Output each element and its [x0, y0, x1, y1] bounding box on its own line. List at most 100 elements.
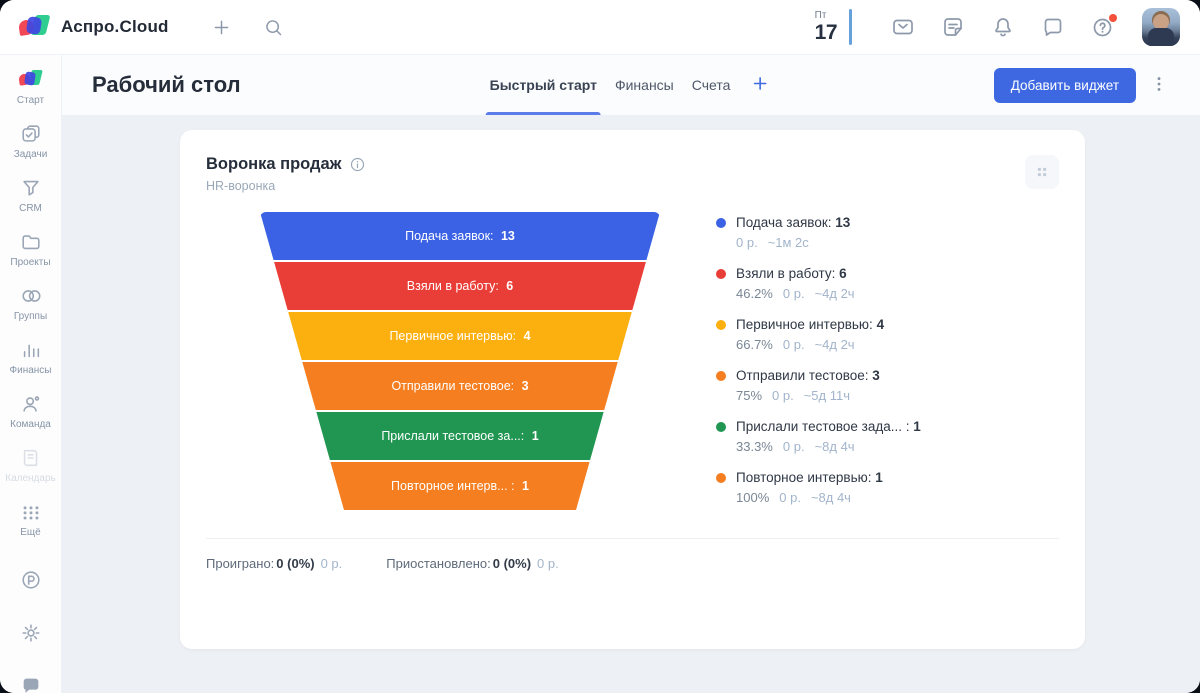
- legend-conversion: 33.3%: [736, 439, 773, 454]
- sidebar-item-crm[interactable]: CRM: [0, 176, 61, 214]
- stat-value: 0 (0%): [492, 556, 532, 571]
- legend-item-6: Повторное интервью: 1 100% 0 р. ~8д 4ч: [716, 469, 921, 507]
- legend-duration: ~4д 2ч: [814, 286, 855, 301]
- calendar-date[interactable]: Пт 17: [814, 11, 838, 44]
- info-button[interactable]: [349, 156, 366, 173]
- groups-icon: [19, 284, 42, 307]
- legend-dot-icon: [716, 320, 726, 330]
- page-header: Рабочий стол Быстрый старт Финансы Счета Д…: [62, 55, 1200, 115]
- stat-money: 0 р.: [320, 556, 343, 571]
- stat-label: Проиграно:: [206, 556, 275, 571]
- sidebar-item-label: Группы: [13, 311, 48, 322]
- help-button[interactable]: [1091, 14, 1117, 39]
- brand[interactable]: Аспро.Cloud: [18, 14, 169, 41]
- legend-conversion: 66.7%: [736, 337, 773, 352]
- legend-money: 0 р.: [779, 490, 801, 505]
- info-icon: [351, 157, 365, 172]
- kebab-icon: [1157, 76, 1161, 91]
- projects-icon: [19, 230, 42, 253]
- funnel-segment-label: Отправили тестовое: 3: [391, 379, 529, 393]
- sidebar-item-label: CRM: [19, 203, 42, 214]
- sidebar-item-calendar[interactable]: Календарь: [0, 446, 61, 484]
- messages-button[interactable]: [1041, 15, 1065, 39]
- legend-label: Отправили тестовое: 3: [736, 368, 880, 383]
- sidebar-item-finance[interactable]: Финансы: [0, 338, 61, 376]
- funnel-segment-label: Первичное интервью: 4: [389, 329, 531, 343]
- bell-icon: [995, 18, 1011, 37]
- legend-label: Повторное интервью: 1: [736, 470, 883, 485]
- legend-duration: ~8д 4ч: [810, 490, 851, 505]
- funnel-segment-4[interactable]: Отправили тестовое: 3: [260, 362, 660, 410]
- sidebar-item-label: Календарь: [5, 473, 56, 484]
- notification-dot: [1109, 14, 1117, 22]
- tab-2[interactable]: Финансы: [614, 77, 674, 93]
- legend-dot-icon: [716, 218, 726, 228]
- sales-funnel-widget: Воронка продаж HR-воронка Под: [180, 130, 1085, 649]
- add-widget-button[interactable]: Добавить виджет: [993, 67, 1136, 103]
- sidebar-item-settings[interactable]: [0, 621, 61, 644]
- mail-icon: [893, 19, 913, 35]
- funnel-segment-1[interactable]: Подача заявок: 13: [260, 212, 660, 260]
- drag-grid-icon: [1037, 167, 1047, 177]
- legend-dot-icon: [716, 371, 726, 381]
- p-badge-icon: [19, 568, 42, 591]
- dashboard-content: Воронка продаж HR-воронка Под: [62, 115, 1200, 693]
- sidebar-item-groups[interactable]: Группы: [0, 284, 61, 322]
- widget-subtitle: HR-воронка: [206, 179, 276, 193]
- more-options-button[interactable]: [1148, 73, 1170, 97]
- legend-item-4: Отправили тестовое: 3 75% 0 р. ~5д 11ч: [716, 367, 921, 405]
- widget-drag-handle[interactable]: [1025, 155, 1059, 189]
- legend-item-1: Подача заявок: 13 0 р. ~1м 2с: [716, 214, 921, 252]
- dashboard-tabs: Быстрый старт Финансы Счета: [485, 55, 773, 115]
- app-title: Аспро.Cloud: [61, 17, 169, 36]
- widget-title: Воронка продаж: [206, 155, 342, 173]
- tab-3[interactable]: Счета: [691, 77, 731, 93]
- legend-conversion: 75%: [736, 388, 763, 403]
- sidebar-item-support[interactable]: [0, 674, 61, 693]
- notes-button[interactable]: [941, 15, 965, 39]
- funnel-segment-label: Повторное интерв... : 1: [391, 479, 529, 493]
- page-title: Рабочий стол: [92, 72, 241, 97]
- aspro-mini-logo-icon: [18, 68, 43, 91]
- sidebar-item-team[interactable]: Команда: [0, 392, 61, 430]
- tasks-icon: [19, 122, 42, 145]
- date-day: 17: [814, 21, 838, 44]
- notifications-button[interactable]: [991, 15, 1015, 39]
- sidebar-item-payments[interactable]: [0, 568, 61, 591]
- legend-money: 0 р.: [782, 337, 805, 352]
- sidebar-item-projects[interactable]: Проекты: [0, 230, 61, 268]
- funnel-segment-label: Взяли в работу: 6: [406, 279, 514, 293]
- avatar[interactable]: [1142, 8, 1180, 46]
- funnel-segment-6[interactable]: Повторное интерв... : 1: [260, 462, 660, 510]
- sidebar-item-tasks[interactable]: Задачи: [0, 122, 61, 160]
- sidebar-item-start[interactable]: Старт: [0, 68, 61, 106]
- mail-button[interactable]: [891, 15, 915, 39]
- finance-icon: [19, 338, 42, 361]
- legend-conversion: 46.2%: [736, 286, 773, 301]
- chat-bubble-icon: [19, 674, 42, 693]
- legend-label: Подача заявок: 13: [736, 215, 851, 230]
- legend-money: 0 р.: [772, 388, 794, 403]
- funnel-segment-5[interactable]: Прислали тестовое за...: 1: [260, 412, 660, 460]
- more-grid-icon: [19, 500, 42, 523]
- sidebar-item-label: Ещё: [20, 527, 41, 538]
- funnel-segment-3[interactable]: Первичное интервью: 4: [260, 312, 660, 360]
- add-tab-button[interactable]: [748, 73, 772, 97]
- funnel-legend: Подача заявок: 13 0 р. ~1м 2с Взяли в работ…: [716, 214, 921, 507]
- create-button[interactable]: [209, 14, 235, 40]
- sidebar-item-label: Задачи: [13, 149, 48, 160]
- chat-icon: [1044, 18, 1062, 36]
- tab-1[interactable]: Быстрый старт: [485, 55, 602, 115]
- crm-funnel-icon: [19, 176, 42, 199]
- search-button[interactable]: [261, 14, 287, 40]
- legend-dot-icon: [716, 269, 726, 279]
- sidebar-item-more[interactable]: Ещё: [0, 500, 61, 538]
- sidebar-item-label: Старт: [16, 95, 45, 106]
- funnel-segment-2[interactable]: Взяли в работу: 6: [260, 262, 660, 310]
- plus-icon: [214, 20, 229, 34]
- legend-dot-icon: [716, 422, 726, 432]
- legend-dot-icon: [716, 473, 726, 483]
- legend-conversion: 100%: [736, 490, 770, 505]
- legend-label: Первичное интервью: 4: [736, 317, 885, 332]
